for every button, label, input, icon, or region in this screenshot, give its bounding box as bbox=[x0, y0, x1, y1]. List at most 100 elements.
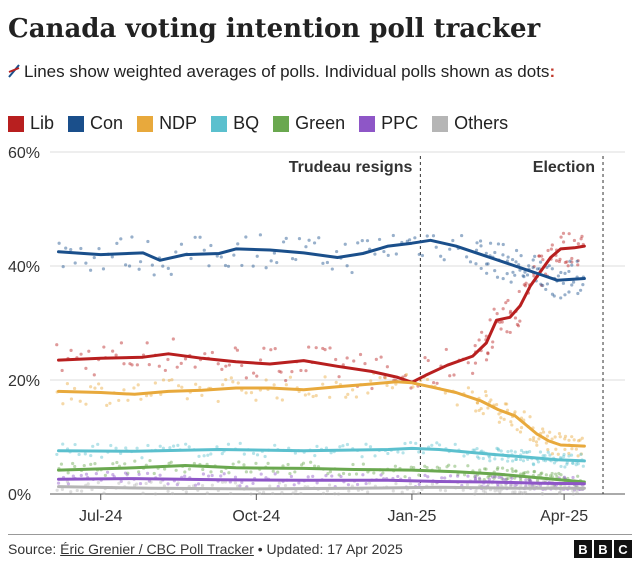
subtitle-text: Lines show weighted averages of polls. I… bbox=[24, 62, 550, 81]
poll-dot-bq bbox=[579, 452, 583, 457]
poll-dot-green bbox=[412, 465, 416, 470]
poll-dot-lib bbox=[216, 362, 220, 366]
poll-dot-lib bbox=[566, 264, 570, 268]
poll-dot-ppc bbox=[448, 474, 453, 478]
poll-dot-green bbox=[254, 461, 258, 466]
poll-dot-others bbox=[498, 490, 502, 494]
poll-dot-lib bbox=[495, 312, 499, 316]
poll-dot-bq bbox=[487, 455, 492, 459]
poll-dot-others bbox=[210, 483, 214, 487]
poll-dot-lib bbox=[252, 371, 256, 375]
poll-dot-lib bbox=[499, 327, 503, 331]
poll-dot-bq bbox=[574, 463, 578, 467]
poll-dot-lib bbox=[307, 345, 311, 349]
poll-dot-others bbox=[461, 488, 465, 492]
poll-dot-others bbox=[474, 489, 478, 493]
poll-dot-lib bbox=[567, 232, 571, 236]
poll-dot-ppc bbox=[84, 472, 89, 476]
poll-dot-lib bbox=[235, 348, 240, 352]
poll-dot-con bbox=[431, 234, 436, 238]
poll-dot-con bbox=[92, 255, 96, 260]
poll-dot-bq bbox=[338, 445, 342, 449]
poll-dot-ndp bbox=[100, 386, 104, 390]
poll-dot-ndp bbox=[404, 372, 409, 377]
poll-dot-lib bbox=[448, 374, 452, 378]
poll-dot-others bbox=[367, 481, 372, 485]
average-line-lib bbox=[57, 244, 586, 384]
poll-dot-bq bbox=[500, 457, 504, 461]
poll-dot-lib bbox=[576, 263, 580, 267]
poll-dot-others bbox=[205, 491, 209, 495]
poll-dot-con bbox=[511, 270, 515, 274]
poll-dot-lib bbox=[87, 349, 91, 353]
dots-key: : bbox=[549, 62, 556, 81]
poll-dot-ndp bbox=[390, 386, 395, 390]
poll-dot-bq bbox=[462, 454, 466, 458]
poll-dot-others bbox=[249, 492, 253, 496]
poll-dot-con bbox=[284, 236, 288, 240]
poll-dot-lib bbox=[220, 367, 224, 372]
poll-dot-bq bbox=[187, 445, 191, 449]
poll-dot-con bbox=[138, 260, 143, 264]
poll-dot-ndp bbox=[425, 377, 430, 382]
average-line-ppc bbox=[57, 477, 586, 486]
legend-label: Lib bbox=[30, 113, 55, 133]
poll-dot-bq bbox=[329, 451, 333, 455]
poll-dot-lib bbox=[549, 247, 553, 251]
poll-dot-con bbox=[496, 242, 501, 246]
poll-dot-ndp bbox=[117, 398, 121, 403]
poll-dot-con bbox=[442, 258, 446, 262]
poll-dot-ndp bbox=[535, 443, 539, 447]
poll-dot-lib bbox=[565, 260, 569, 264]
poll-dot-ndp bbox=[554, 447, 558, 451]
poll-dot-con bbox=[578, 288, 583, 292]
poll-dot-con bbox=[127, 264, 132, 268]
poll-dot-lib bbox=[383, 375, 387, 379]
poll-dot-lib bbox=[203, 352, 207, 356]
poll-dot-lib bbox=[570, 260, 574, 264]
poll-dot-ndp bbox=[499, 416, 503, 420]
poll-dot-others bbox=[149, 480, 153, 484]
poll-dot-green bbox=[417, 473, 421, 477]
poll-dot-ndp bbox=[579, 452, 583, 456]
poll-dot-others bbox=[90, 487, 94, 492]
legend-item-green: Green bbox=[273, 113, 345, 134]
poll-dot-bq bbox=[565, 462, 569, 466]
poll-dot-bq bbox=[475, 455, 480, 459]
poll-dot-lib bbox=[537, 254, 541, 258]
poll-dot-con bbox=[97, 247, 101, 251]
poll-dot-bq bbox=[202, 454, 206, 458]
poll-dot-ndp bbox=[346, 392, 350, 396]
poll-dot-bq bbox=[525, 450, 529, 454]
poll-dot-others bbox=[563, 484, 567, 488]
poll-dot-green bbox=[539, 472, 543, 476]
poll-dot-con bbox=[484, 262, 489, 266]
poll-dot-bq bbox=[514, 457, 519, 461]
poll-dot-ndp bbox=[249, 391, 254, 395]
poll-dot-green bbox=[393, 464, 397, 468]
poll-dot-green bbox=[71, 461, 75, 466]
poll-dot-others bbox=[229, 491, 233, 496]
poll-dot-bq bbox=[255, 453, 260, 457]
legend-label: PPC bbox=[381, 113, 419, 133]
source-link[interactable]: Éric Grenier / CBC Poll Tracker bbox=[60, 541, 254, 557]
poll-dot-bq bbox=[197, 454, 201, 458]
poll-dot-lib bbox=[258, 358, 263, 362]
poll-dot-con bbox=[377, 237, 382, 242]
poll-dot-green bbox=[301, 461, 306, 465]
poll-dot-ppc bbox=[527, 477, 531, 482]
poll-dot-green bbox=[201, 467, 205, 472]
poll-dot-green bbox=[486, 475, 490, 479]
poll-dot-con bbox=[394, 252, 398, 256]
poll-dot-con bbox=[325, 260, 329, 265]
poll-dot-others bbox=[294, 489, 298, 493]
poll-dot-lib bbox=[506, 298, 510, 303]
poll-dot-lib bbox=[488, 318, 492, 322]
poll-dot-ndp bbox=[474, 409, 478, 413]
poll-dot-others bbox=[430, 482, 435, 486]
poll-dot-lib bbox=[379, 355, 383, 359]
poll-dot-lib bbox=[480, 330, 484, 334]
legend-swatch bbox=[8, 115, 24, 132]
poll-dot-others bbox=[511, 490, 515, 494]
poll-dot-con bbox=[272, 251, 276, 255]
